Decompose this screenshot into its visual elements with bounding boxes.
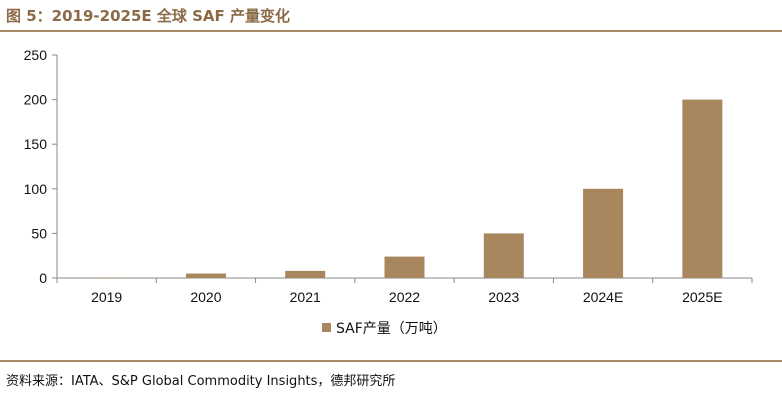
bar-2025E <box>682 99 723 278</box>
y-tick-label: 150 <box>24 136 48 152</box>
y-tick-label: 250 <box>24 47 48 63</box>
x-tick-label: 2024E <box>583 289 623 305</box>
bar-2022 <box>384 256 425 278</box>
x-tick-label: 2021 <box>290 289 321 305</box>
bar-2020 <box>185 273 226 278</box>
source-note: 资料来源：IATA、S&P Global Commodity Insights，… <box>6 374 396 389</box>
x-tick-label: 2022 <box>389 289 420 305</box>
legend-label: SAF产量（万吨） <box>336 321 447 337</box>
x-tick-label: 2025E <box>682 289 722 305</box>
y-tick-label: 50 <box>31 225 47 241</box>
x-tick-label: 2019 <box>91 289 122 305</box>
bar-chart: 0 50 100 150 200 250 2019 2020 2021 2022 2023 2024… <box>24 47 753 337</box>
y-tick-label: 0 <box>39 270 47 286</box>
source-divider <box>0 360 782 362</box>
y-tick-label: 200 <box>24 92 48 108</box>
title-divider <box>0 30 782 32</box>
y-tick-label: 100 <box>24 181 48 197</box>
bar-series <box>86 99 723 278</box>
bar-2024E <box>583 188 624 278</box>
x-axis: 2019 2020 2021 2022 2023 2024E 2025E <box>56 277 753 305</box>
legend-swatch <box>322 323 331 332</box>
legend: SAF产量（万吨） <box>322 321 447 337</box>
bar-2021 <box>285 270 326 278</box>
bar-2023 <box>483 233 524 278</box>
y-axis: 0 50 100 150 200 250 <box>24 47 58 286</box>
x-tick-label: 2020 <box>190 289 221 305</box>
x-tick-label: 2023 <box>488 289 519 305</box>
figure-title: 图 5：2019-2025E 全球 SAF 产量变化 <box>6 7 290 25</box>
